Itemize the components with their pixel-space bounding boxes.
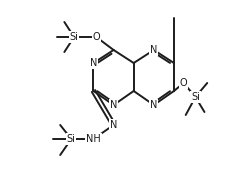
Text: O: O [180,78,187,88]
Text: Si: Si [70,32,79,42]
Text: Si: Si [67,134,76,144]
Text: N: N [110,100,117,110]
Text: NH: NH [86,134,101,144]
Text: N: N [150,45,157,55]
Text: N: N [150,100,157,110]
Text: Si: Si [191,92,200,102]
Text: O: O [93,32,100,42]
Text: N: N [110,120,117,130]
Text: N: N [90,58,97,68]
